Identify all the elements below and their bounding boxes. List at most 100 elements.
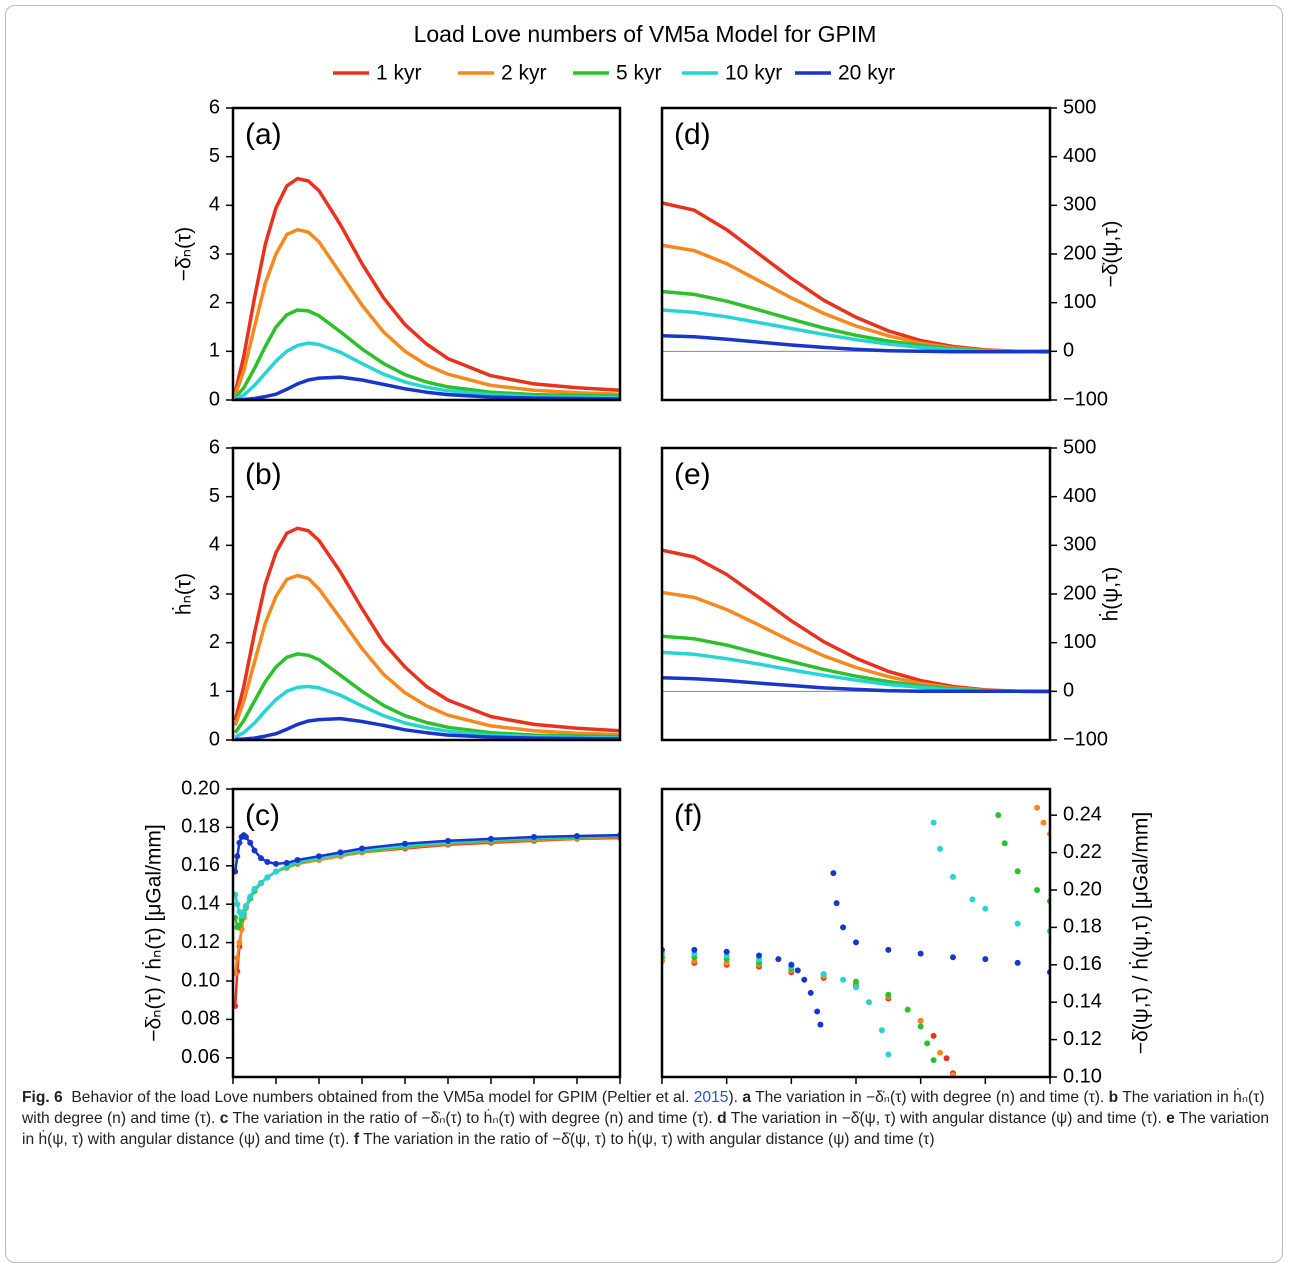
panel-label: (a) (245, 118, 282, 151)
series-dot (257, 855, 264, 862)
series-dot (853, 978, 859, 985)
y-tick-label: 500 (1063, 436, 1096, 458)
series-dot (937, 845, 944, 852)
y-tick-label: 300 (1063, 534, 1096, 556)
series-dot (233, 1002, 239, 1009)
figure-frame (5, 5, 1283, 1263)
series-dot (995, 812, 1002, 819)
y-tick-label: 0 (209, 728, 220, 750)
y-tick-label: 0.18 (181, 816, 220, 838)
y-axis-label: ḣₙ(τ) (173, 573, 196, 615)
caption-intro: Behavior of the load Love numbers obtain… (71, 1089, 694, 1106)
y-tick-label: −100 (1063, 728, 1108, 750)
series-dot (830, 870, 837, 877)
y-tick-label: 0.16 (181, 854, 220, 876)
series-dot (775, 956, 782, 963)
panel-label: (f) (674, 799, 702, 832)
series-dot (242, 834, 249, 840)
y-tick-label: 5 (209, 485, 220, 507)
y-tick-label: 200 (1063, 242, 1096, 264)
series-dot (840, 924, 847, 931)
panel: 0.060.080.100.120.140.160.180.2002040608… (143, 777, 622, 1084)
y-tick-label: 100 (1063, 631, 1096, 653)
series-dot (756, 952, 762, 959)
series-dot (264, 858, 271, 865)
series-dot (930, 1032, 937, 1039)
caption-text: The variation in ḣₙ(τ) with degree (n) a… (22, 1089, 1265, 1127)
series-dot (794, 967, 801, 974)
legend-label: 2 kyr (501, 62, 547, 85)
y-tick-label: 200 (1063, 582, 1096, 604)
series-line (233, 835, 620, 974)
plot-frame (231, 106, 622, 402)
series-dot (234, 954, 241, 961)
series-dot (233, 891, 239, 898)
caption-ref[interactable]: 2015 (693, 1089, 729, 1106)
y-axis-label: −δ̇ₙ(τ) / ḣₙ(τ) [μGal/mm] (143, 824, 166, 1042)
caption-key: d (717, 1110, 727, 1127)
y-tick-label: 0 (1063, 680, 1074, 702)
series-dot (691, 946, 698, 953)
y-tick-label: 6 (209, 96, 220, 118)
caption-label: Fig. 6 (22, 1089, 63, 1106)
y-axis-label: ḣ(ψ,τ) (1100, 567, 1123, 622)
plot-area (233, 526, 620, 740)
series-dot (930, 819, 937, 826)
series-dot (820, 971, 827, 978)
series-line (233, 526, 620, 733)
caption-key: c (219, 1110, 229, 1127)
series-dot (257, 880, 264, 887)
series-dot (1014, 868, 1021, 875)
series-dot (969, 896, 976, 903)
caption-items: a The variation in −δ̇ₙ(τ) with degree (… (22, 1089, 1269, 1148)
caption-key: e (1166, 1110, 1175, 1127)
series-dot (240, 908, 247, 915)
panel: 0 1 2 3 4 5 6 (b) ḣₙ(τ) (173, 436, 622, 750)
panel-label: (c) (245, 799, 280, 832)
y-tick-label: 0.22 (1063, 841, 1102, 863)
y-tick-label: 0.14 (181, 892, 220, 914)
plot-area (233, 832, 620, 1009)
y-axis-label: −δ̇ₙ(τ) (173, 227, 196, 282)
y-tick-label: 0.08 (181, 1008, 220, 1030)
y-tick-label: 0 (209, 388, 220, 410)
series-dot (236, 939, 243, 946)
series-dot (924, 1040, 931, 1047)
y-tick-label: 300 (1063, 194, 1096, 216)
y-tick-label: 4 (209, 534, 220, 556)
series-dot (865, 999, 872, 1006)
y-tick-label: 0.10 (181, 969, 220, 991)
panel-label: (b) (245, 458, 282, 491)
y-tick-label: 0.16 (1063, 953, 1102, 975)
series-dot (488, 835, 494, 842)
series-line (235, 375, 620, 400)
caption-text: The variation in −δ̇ₙ(τ) with degree (n)… (755, 1089, 1105, 1106)
series-dot (917, 950, 924, 957)
legend-label: 1 kyr (376, 62, 422, 85)
series-dot (937, 1049, 944, 1056)
series-line (662, 548, 1050, 694)
caption-text: The variation in the ratio of −δ̇(ψ, τ) … (363, 1131, 935, 1148)
caption-text: The variation in ḣ(ψ, τ) with angular di… (22, 1110, 1270, 1148)
series-dot (247, 893, 254, 900)
series-line (234, 684, 620, 740)
y-tick-label: 0.14 (1063, 990, 1102, 1012)
y-tick-label: 2 (209, 631, 220, 653)
y-tick-label: 0.10 (1063, 1065, 1102, 1085)
plot-frame (231, 787, 622, 1079)
y-tick-label: 0 (1063, 340, 1074, 362)
legend-label: 5 kyr (616, 62, 662, 85)
y-tick-label: 100 (1063, 291, 1096, 313)
series-line (233, 652, 620, 739)
series-dot (1001, 840, 1008, 847)
series-line (235, 716, 620, 740)
series-dot (247, 839, 254, 846)
series-dot (264, 874, 271, 881)
series-dot (1034, 886, 1041, 893)
series-dot (801, 976, 808, 983)
y-tick-label: 400 (1063, 145, 1096, 167)
series-line (233, 308, 620, 399)
series-dot (930, 1057, 937, 1064)
series-dot (982, 905, 989, 912)
series-dot (853, 984, 859, 991)
